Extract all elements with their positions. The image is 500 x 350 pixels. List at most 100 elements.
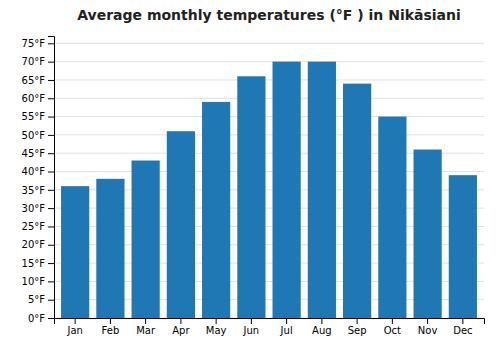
tick: 5°F: [28, 294, 54, 305]
grid-line: [54, 98, 484, 99]
bars: [61, 62, 477, 318]
tick-mark: [48, 80, 54, 81]
tick-mark: [392, 318, 393, 324]
tick-mark: [145, 318, 146, 324]
tick-mark: [48, 135, 54, 136]
tick-label: 45°F: [22, 148, 46, 159]
tick-mark: [357, 318, 358, 324]
tick: Sep: [348, 318, 367, 336]
bar: [343, 84, 371, 318]
tick-label: 50°F: [22, 130, 46, 141]
grid-line: [54, 134, 484, 135]
tick-mark: [286, 318, 287, 324]
tick-label: 15°F: [22, 258, 46, 269]
tick-label: Jul: [280, 325, 293, 336]
tick: 75°F: [22, 38, 54, 49]
tick-label: 0°F: [28, 313, 45, 324]
tick: 70°F: [22, 56, 54, 67]
tick: 60°F: [22, 93, 54, 104]
bar: [61, 186, 89, 318]
tick-mark: [48, 98, 54, 99]
tick: 55°F: [22, 111, 54, 122]
tick-label: Apr: [172, 325, 190, 336]
tick-label: 25°F: [22, 221, 46, 232]
grid-line: [54, 116, 484, 117]
bar: [378, 117, 406, 318]
tick-mark: [48, 117, 54, 118]
tick-mark: [321, 318, 322, 324]
chart-container: 0°F 5°F 10°F 15°F 20°F 25°F 30°F 35°F 40°F 45°F 50…: [0, 0, 500, 350]
axis-line: [48, 37, 55, 319]
bar: [167, 131, 195, 318]
bar: [132, 161, 160, 318]
bar: [273, 62, 301, 318]
tick-label: Jan: [66, 325, 82, 336]
tick-label: 30°F: [22, 203, 46, 214]
tick-label: Feb: [102, 325, 120, 336]
tick: 35°F: [22, 185, 54, 196]
tick-mark: [427, 318, 428, 324]
tick: 10°F: [22, 276, 54, 287]
tick: Aug: [312, 318, 332, 336]
tick: Apr: [172, 318, 190, 336]
bar: [414, 150, 442, 318]
tick-mark: [48, 226, 54, 227]
tick-mark: [48, 245, 54, 246]
bar: [237, 76, 265, 318]
tick-mark: [75, 318, 76, 324]
tick-mark: [48, 263, 54, 264]
tick: 40°F: [22, 166, 54, 177]
tick-label: Oct: [384, 325, 401, 336]
x-axis: Jan Feb Mar Apr May Jun Jul Aug Sep Oct Nov Dec: [55, 318, 485, 336]
tick-label: Sep: [348, 325, 367, 336]
tick-mark: [48, 172, 54, 173]
y-axis: 0°F 5°F 10°F 15°F 20°F 25°F 30°F 35°F 40°F 45°F 50…: [22, 37, 55, 324]
tick-mark: [180, 318, 181, 324]
title: Average monthly temperatures (°F ) in Ni…: [77, 7, 461, 23]
bar: [202, 102, 230, 318]
bar: [96, 179, 124, 318]
tick: 25°F: [22, 221, 54, 232]
tick: Dec: [453, 318, 472, 336]
tick-label: 70°F: [22, 56, 46, 67]
chart-svg: 0°F 5°F 10°F 15°F 20°F 25°F 30°F 35°F 40°F 45°F 50…: [0, 0, 500, 350]
tick-label: 60°F: [22, 93, 46, 104]
tick-mark: [48, 318, 54, 319]
tick-mark: [48, 62, 54, 63]
tick: Mar: [136, 318, 156, 336]
grid-line: [54, 43, 484, 44]
tick-mark: [48, 43, 54, 44]
tick-label: Aug: [312, 325, 332, 336]
tick-mark: [462, 318, 463, 324]
tick: Jan: [66, 318, 82, 336]
tick: May: [206, 318, 227, 336]
tick-label: Jun: [243, 325, 260, 336]
tick-label: May: [206, 325, 227, 336]
tick-label: 35°F: [22, 185, 46, 196]
tick-label: Nov: [418, 325, 438, 336]
bar: [449, 175, 477, 318]
grid-line: [54, 61, 484, 62]
tick: Jul: [280, 318, 293, 336]
axis-line: [55, 319, 485, 325]
tick-mark: [110, 318, 111, 324]
tick: 45°F: [22, 148, 54, 159]
tick: Nov: [418, 318, 438, 336]
tick: 50°F: [22, 130, 54, 141]
tick: 30°F: [22, 203, 54, 214]
grid-line: [54, 79, 484, 80]
tick-label: 75°F: [22, 38, 46, 49]
tick-label: 10°F: [22, 276, 46, 287]
tick-label: 55°F: [22, 111, 46, 122]
tick: 65°F: [22, 75, 54, 86]
tick-mark: [48, 208, 54, 209]
grid: [54, 43, 484, 318]
tick-mark: [48, 281, 54, 282]
tick-mark: [48, 190, 54, 191]
tick-mark: [216, 318, 217, 324]
tick-mark: [251, 318, 252, 324]
tick-mark: [48, 300, 54, 301]
tick: Jun: [243, 318, 260, 336]
tick-label: 65°F: [22, 75, 46, 86]
tick: 20°F: [22, 239, 54, 250]
